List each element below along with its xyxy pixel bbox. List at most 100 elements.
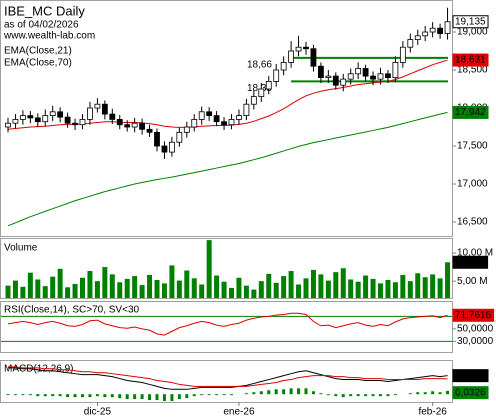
volume-bar [340, 268, 346, 298]
histogram-bar [81, 394, 84, 398]
macd-line [8, 366, 448, 387]
volume-bar [370, 278, 376, 298]
candle-body [295, 46, 302, 52]
volume-bar [169, 265, 175, 298]
volume-bar [281, 276, 287, 298]
histogram-bar [133, 394, 137, 400]
volume-bar [214, 275, 220, 298]
last-value-box [452, 15, 489, 29]
candle-body [340, 78, 347, 86]
volume-bar [109, 274, 115, 298]
candle-body [168, 141, 175, 153]
histogram-bar [289, 388, 293, 395]
histogram-bar [36, 394, 40, 397]
candle-body [183, 126, 190, 133]
last-value-label: 0,0326 [455, 387, 486, 398]
panel-title: RSI(Close,14), SC>70, SV<30 [4, 305, 140, 316]
y-tick-label: 19,000 [457, 27, 488, 38]
volume-bar [199, 284, 205, 298]
histogram-bar [118, 394, 122, 399]
last-value-box [452, 255, 489, 269]
x-tick-label: dic-25 [84, 407, 112, 418]
histogram-bar [259, 391, 263, 395]
volume-bar [236, 277, 242, 298]
panel-title: MACD(12,26,9) [4, 364, 73, 375]
candle-body [236, 115, 242, 120]
candle-body [228, 119, 235, 126]
histogram-bar [185, 394, 189, 399]
volume-bar [407, 281, 413, 298]
volume-bar [57, 268, 63, 298]
histogram-bar [95, 394, 99, 397]
histogram-bar [349, 394, 353, 397]
histogram-bar [274, 389, 278, 395]
volume-bar [132, 276, 138, 298]
volume-bar [355, 281, 361, 298]
volume-bar [221, 281, 227, 298]
histogram-bar [319, 393, 323, 395]
volume-bar [161, 283, 167, 298]
candle-body [243, 103, 250, 117]
volume-bar [296, 284, 302, 298]
volume-bar [65, 287, 71, 298]
candle-body [288, 50, 295, 63]
volume-bar [378, 283, 383, 298]
candle-body [146, 128, 153, 133]
candle-body [57, 111, 64, 118]
candle-body [131, 122, 138, 128]
candle-body [332, 75, 339, 86]
candle-body [124, 124, 131, 128]
histogram-bar [267, 390, 271, 395]
rsi-line [7, 312, 448, 336]
candle-body [161, 145, 168, 153]
volume-bar [154, 280, 160, 298]
candle-body [176, 131, 183, 143]
volume-bar [392, 282, 398, 298]
histogram-bar [192, 394, 196, 397]
volume-bar [191, 278, 197, 298]
histogram-bar [155, 394, 159, 401]
volume-bar [385, 280, 391, 298]
volume-bar [437, 278, 443, 298]
y-tick-label: 50,0000 [457, 324, 494, 335]
y-tick-label: 30,0000 [457, 336, 494, 347]
candle-body [19, 115, 26, 120]
histogram-bar [51, 394, 55, 397]
volume-bar [80, 277, 85, 298]
candle-body [407, 39, 414, 48]
histogram-bar [66, 394, 70, 398]
y-tick-label: 10,00 M [457, 248, 493, 259]
volume-bar [50, 276, 56, 298]
candle-body [377, 73, 384, 80]
histogram-bar [13, 394, 17, 396]
candle-body [392, 62, 399, 79]
volume-bar [72, 283, 78, 298]
candle-body [362, 68, 369, 77]
volume-bar [303, 278, 309, 298]
candle-body [370, 75, 376, 80]
histogram-bar [297, 388, 301, 395]
last-value-label: 17,942 [455, 107, 486, 118]
histogram-bar [379, 394, 382, 397]
volume-bar [42, 286, 48, 298]
candle-body [64, 116, 71, 124]
candle-body [303, 46, 309, 50]
histogram-bar [21, 394, 25, 396]
candle-body [429, 27, 436, 33]
y-tick-label: 16,500 [457, 217, 488, 228]
histogram-bar [177, 394, 181, 400]
candle-body [265, 81, 272, 90]
histogram-bar [393, 394, 397, 396]
volume-bar [147, 274, 153, 298]
candle-body [27, 115, 34, 119]
histogram-bar [431, 391, 435, 395]
last-value-box [452, 53, 489, 67]
volume-bar [139, 285, 145, 298]
volume-bar [27, 272, 33, 298]
histogram-bar [88, 394, 92, 398]
volume-bar [310, 269, 316, 298]
volume-bar [333, 272, 339, 298]
last-value-label: 19,135 [455, 16, 486, 27]
volume-bar [102, 267, 108, 298]
last-value-box [452, 308, 495, 322]
